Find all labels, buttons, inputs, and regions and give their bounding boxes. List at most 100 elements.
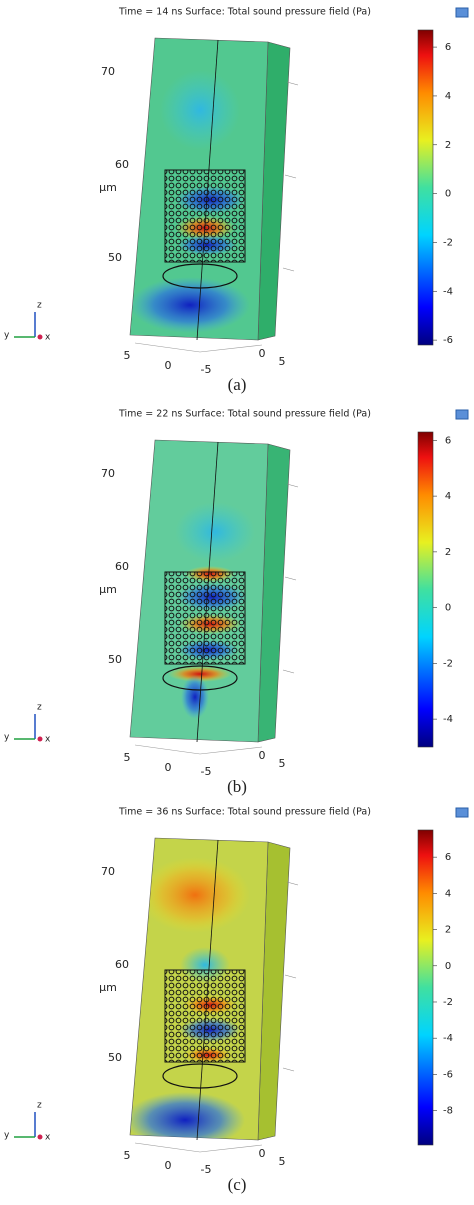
export-icon	[455, 409, 469, 420]
z-tick-label: 70	[101, 65, 115, 78]
guide	[286, 483, 299, 488]
panel-title: Time = 22 ns Surface: Total sound pressu…	[118, 409, 371, 420]
lattice	[164, 969, 246, 1063]
lattice	[164, 169, 246, 263]
colorbar-tick-label: -4	[443, 714, 453, 725]
guide	[286, 81, 299, 86]
field-blob	[181, 675, 209, 719]
triad-x	[37, 1134, 43, 1140]
colorbar-tick-label: 2	[445, 925, 451, 936]
field-blob	[175, 502, 255, 562]
z-label: μm	[99, 181, 117, 194]
caption: (b)	[227, 777, 247, 796]
x-tick-label: 5	[124, 1149, 131, 1162]
z-tick-label: 60	[115, 560, 129, 573]
colorbar-tick-label: 4	[445, 888, 451, 899]
base-line	[134, 744, 263, 755]
panel-title: Time = 36 ns Surface: Total sound pressu…	[118, 807, 371, 818]
y-tick-label: 0	[259, 347, 266, 360]
field-blob	[168, 666, 232, 682]
x-tick-label: 0	[165, 359, 172, 372]
base-line	[134, 1142, 263, 1153]
colorbar	[417, 829, 434, 1146]
colorbar-tick-label: -8	[443, 1106, 453, 1117]
triad-label: z	[37, 703, 42, 713]
ring	[162, 1063, 238, 1089]
colorbar-tick-label: 6	[445, 852, 451, 863]
triad-x	[37, 334, 43, 340]
x-tick-label: 5	[124, 751, 131, 764]
x-tick-label: 5	[124, 349, 131, 362]
caption: (a)	[228, 375, 247, 394]
triad-label: z	[37, 301, 42, 311]
base-line	[134, 342, 263, 353]
guide	[282, 1067, 295, 1072]
ring	[162, 665, 238, 691]
y-tick-label: 0	[259, 749, 266, 762]
guide	[282, 669, 295, 674]
colorbar-tick-label: 4	[445, 91, 451, 102]
x-tick-label: 0	[165, 761, 172, 774]
colorbar-tick-label: 2	[445, 140, 451, 151]
z-tick-label: 50	[108, 653, 122, 666]
colorbar-tick-label: -6	[443, 335, 453, 346]
z-tick-label: 60	[115, 958, 129, 971]
caption: (c)	[228, 1175, 247, 1194]
guide	[286, 881, 299, 886]
colorbar	[417, 29, 434, 346]
triad-label: y	[4, 733, 10, 743]
x-tick-label: -5	[201, 765, 212, 778]
guide	[284, 974, 297, 979]
export-icon	[455, 807, 469, 818]
field-blob	[140, 857, 250, 933]
z-tick-label: 50	[108, 251, 122, 264]
y-tick-label: 5	[279, 1155, 286, 1168]
colorbar-tick-label: 0	[445, 961, 451, 972]
y-tick-label: 5	[279, 355, 286, 368]
export-icon	[455, 7, 469, 18]
colorbar-tick-label: -2	[443, 237, 453, 248]
colorbar-tick-label: -2	[443, 997, 453, 1008]
triad-label: x	[45, 1133, 51, 1143]
panel: Time = 22 ns Surface: Total sound pressu…	[4, 409, 469, 796]
triad-label: x	[45, 735, 51, 745]
guide	[284, 576, 297, 581]
colorbar-tick-label: -4	[443, 1033, 453, 1044]
colorbar-tick-label: 2	[445, 547, 451, 558]
y-tick-label: 0	[259, 1147, 266, 1160]
field-blob	[130, 1092, 245, 1140]
z-tick-label: 70	[101, 865, 115, 878]
lattice	[164, 571, 246, 665]
colorbar-tick-label: -6	[443, 1069, 453, 1080]
colorbar-tick-label: 4	[445, 491, 451, 502]
colorbar-tick-label: 0	[445, 189, 451, 200]
y-tick-label: 5	[279, 757, 286, 770]
x-tick-label: -5	[201, 363, 212, 376]
z-tick-label: 60	[115, 158, 129, 171]
colorbar	[417, 431, 434, 748]
z-label: μm	[99, 981, 117, 994]
z-tick-label: 50	[108, 1051, 122, 1064]
ring	[162, 263, 238, 289]
guide	[282, 267, 295, 272]
triad-label: x	[45, 333, 51, 343]
x-tick-label: -5	[201, 1163, 212, 1176]
triad-x	[37, 736, 43, 742]
z-label: μm	[99, 583, 117, 596]
x-tick-label: 0	[165, 1159, 172, 1172]
field-blob	[160, 70, 240, 150]
colorbar-tick-label: -2	[443, 658, 453, 669]
triad-label: y	[4, 331, 10, 341]
colorbar-tick-label: 0	[445, 603, 451, 614]
colorbar-tick-label: 6	[445, 42, 451, 53]
guide	[284, 174, 297, 179]
z-tick-label: 70	[101, 467, 115, 480]
panel-title: Time = 14 ns Surface: Total sound pressu…	[118, 7, 371, 18]
triad-label: z	[37, 1101, 42, 1111]
colorbar-tick-label: 6	[445, 435, 451, 446]
panel: Time = 14 ns Surface: Total sound pressu…	[4, 7, 469, 394]
colorbar-tick-label: -4	[443, 286, 453, 297]
panel: Time = 36 ns Surface: Total sound pressu…	[4, 807, 469, 1194]
triad-label: y	[4, 1131, 10, 1141]
